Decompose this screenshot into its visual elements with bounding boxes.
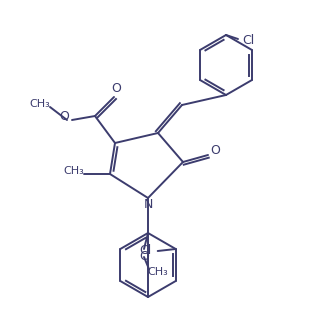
Text: Cl: Cl: [242, 34, 254, 48]
Text: CH₃: CH₃: [148, 267, 168, 277]
Text: O: O: [59, 110, 69, 123]
Text: CH₃: CH₃: [64, 166, 84, 176]
Text: O: O: [210, 145, 220, 158]
Text: Cl: Cl: [140, 244, 152, 257]
Text: CH₃: CH₃: [30, 99, 50, 109]
Text: N: N: [143, 197, 153, 211]
Text: O: O: [139, 250, 149, 263]
Text: O: O: [111, 83, 121, 95]
